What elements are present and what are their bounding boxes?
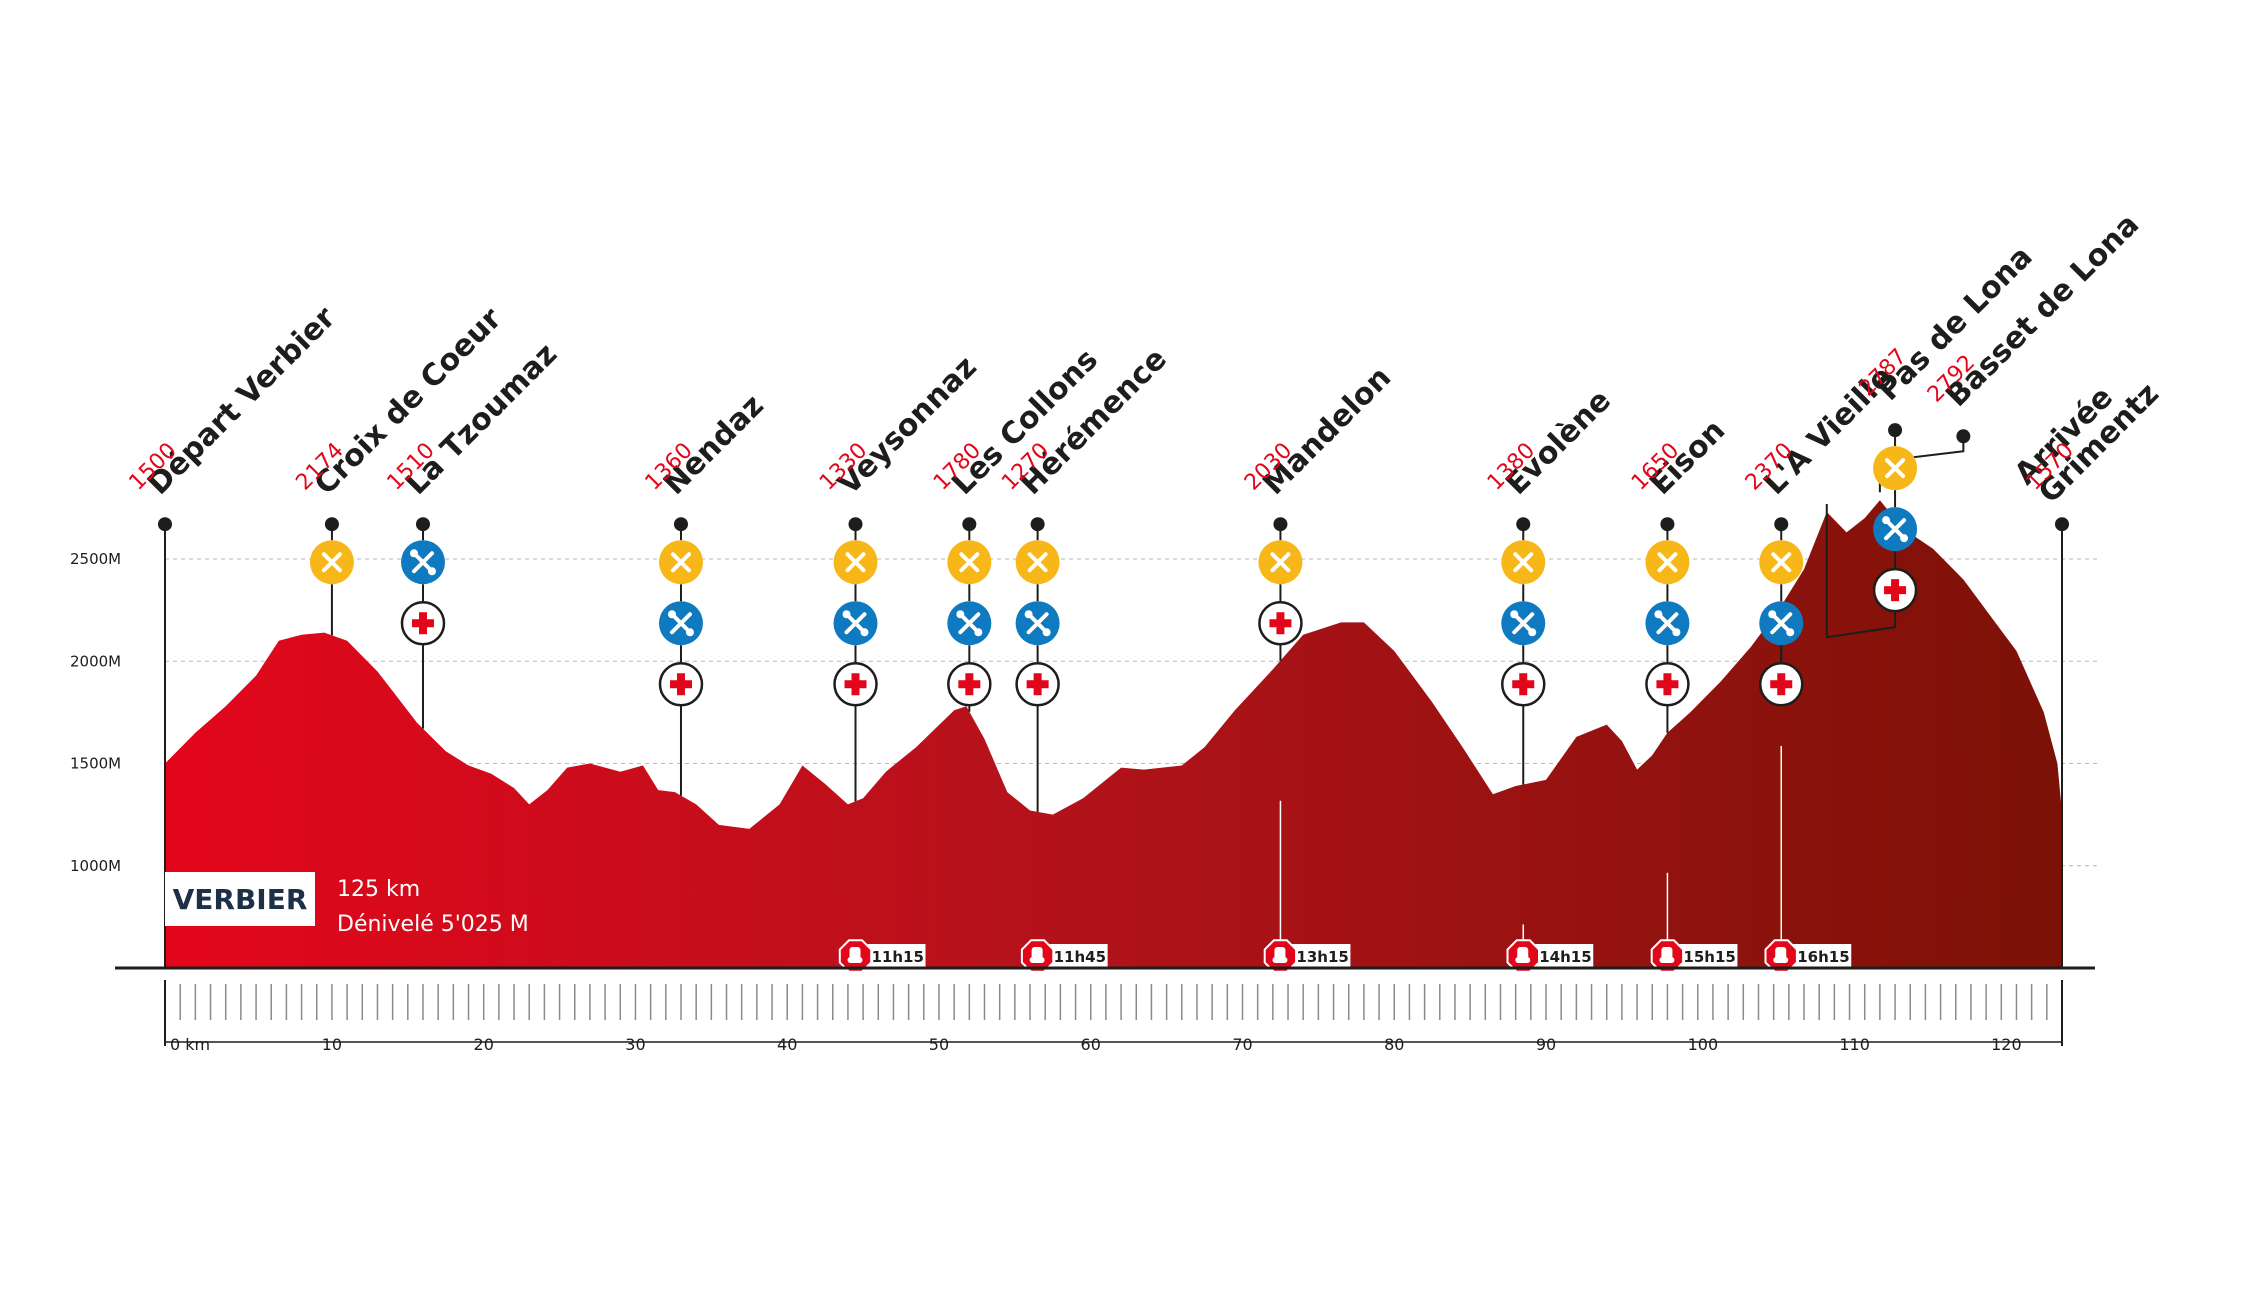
cutoff-marker: 11h45 [1020,939,1108,973]
first-aid-icon [1872,567,1918,613]
x-tick-label: 40 [777,1035,797,1054]
cutoff-marker: 11h15 [838,939,926,973]
first-aid-icon [833,661,878,707]
station-name: Mandelon [1256,360,1398,502]
cutoff-time: 11h45 [1054,948,1106,966]
first-aid-icon [1015,661,1060,707]
fork-knife-icon [947,540,992,585]
cutoff-time-box [1292,944,1351,968]
x-tick-label: 100 [1688,1035,1719,1054]
first-aid-icon [400,600,446,646]
x-tick-label: 70 [1232,1035,1252,1054]
x-tick-label: 10 [322,1035,342,1054]
fork-knife-icon [1873,446,1918,491]
tools-icon [1873,507,1918,552]
first-aid-icon [947,661,992,707]
tools-icon [947,601,992,646]
cutoff-marker: 14h15 [1506,924,1594,973]
first-aid-icon [1758,661,1804,707]
station-name: ArrivéeGrimentz [2008,355,2166,513]
fork-knife-icon [1501,540,1546,585]
cutoff-time-box [1793,944,1852,968]
cutoff-time-box [867,944,926,968]
first-aid-icon [658,661,704,707]
tools-icon [1501,601,1546,646]
first-aid-icon [1645,661,1690,707]
y-tick-label: 2500M [70,550,121,568]
cutoff-time: 14h15 [1539,948,1591,966]
race-title: VERBIER [173,883,308,916]
x-tick-label: 80 [1384,1035,1404,1054]
y-tick-label: 1500M [70,755,121,773]
cutoff-time-box [1679,944,1738,968]
fork-knife-icon [1258,540,1303,585]
race-title-box [165,872,315,926]
cutoff-markers: 11h15 11h45 13h15 14h15 15h15 16h15 [838,746,1852,973]
fork-knife-icon [1759,540,1804,585]
tools-icon [658,601,703,646]
x-tick-label: 120 [1991,1035,2022,1054]
x-tick-label: 0 km [170,1035,210,1054]
tools-icon [1645,601,1690,646]
cutoff-time: 15h15 [1683,948,1735,966]
tools-icon [833,601,878,646]
tools-icon [1015,601,1060,646]
x-tick-label: 30 [625,1035,645,1054]
y-tick-label: 1000M [70,857,121,875]
x-tick-label: 50 [929,1035,949,1054]
elevation-area [165,500,2062,968]
first-aid-icon [1501,661,1546,707]
x-tick-label: 90 [1536,1035,1556,1054]
tools-icon [400,540,445,585]
fork-knife-icon [1645,540,1690,585]
race-info: VERBIER 125 km Dénivelé 5'025 M [165,872,529,937]
station-services [309,446,1918,707]
cutoff-marker: 15h15 [1650,872,1738,973]
cutoff-time-box [1049,944,1108,968]
race-elevation-gain: Dénivelé 5'025 M [337,912,529,937]
fork-knife-icon [1015,540,1060,585]
race-distance: 125 km [337,877,420,902]
y-tick-label: 2000M [70,652,121,670]
tools-icon [1759,601,1804,646]
first-aid-icon [1258,600,1303,646]
y-axis: 1000M 1500M 2000M 2500M [70,550,121,875]
cutoff-time: 11h15 [872,948,924,966]
x-tick-label: 20 [474,1035,494,1054]
cutoff-time: 13h15 [1296,948,1348,966]
fork-knife-icon [833,540,878,585]
fork-knife-icon [658,540,703,585]
cutoff-time: 16h15 [1797,948,1849,966]
x-axis: 0 km 10 20 30 40 50 60 70 80 90 100 110 120 [115,966,2095,1054]
fork-knife-icon [309,540,354,585]
x-tick-label: 60 [1081,1035,1101,1054]
cutoff-marker: 16h15 [1764,746,1852,973]
cutoff-marker: 13h15 [1263,800,1351,973]
station-line [1825,503,1897,639]
x-tick-label: 110 [1839,1035,1870,1054]
cutoff-time-box [1535,944,1594,968]
